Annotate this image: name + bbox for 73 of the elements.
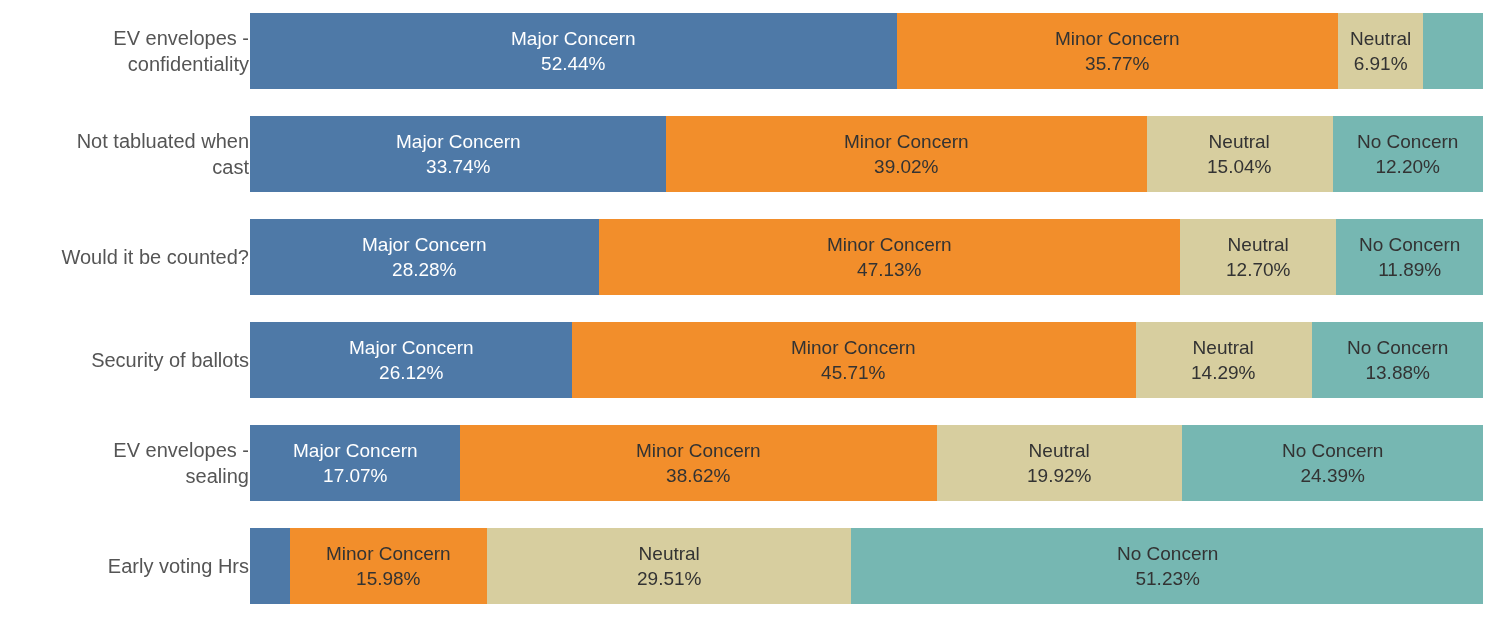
- bar: [1422, 13, 1483, 90]
- data-label: 12.70%: [1226, 258, 1291, 280]
- y-tick-label: Would it be counted?: [61, 246, 249, 269]
- bar: [487, 527, 852, 604]
- data-label: 6.91%: [1353, 52, 1408, 74]
- y-tick-label: Not tabluated when cast: [76, 130, 250, 179]
- bar: [290, 527, 488, 604]
- bar: [1311, 321, 1483, 398]
- data-label: 24.39%: [1300, 464, 1366, 486]
- data-label: 29.51%: [637, 567, 702, 589]
- data-label: 51.23%: [1135, 567, 1201, 589]
- bar: [460, 424, 937, 501]
- data-label: 19.92%: [1027, 464, 1092, 486]
- bar: [250, 219, 599, 296]
- bar: [572, 321, 1136, 398]
- text: Minor Concern: [326, 543, 451, 564]
- bar: [1179, 219, 1337, 296]
- data-label: 12.20%: [1375, 155, 1441, 177]
- bar: [896, 13, 1338, 90]
- text: Minor Concern: [844, 131, 969, 152]
- data-label: 13.88%: [1365, 361, 1431, 383]
- y-tick-label: EV envelopes - confidentiality: [113, 27, 249, 76]
- bar: [851, 527, 1483, 604]
- data-label: 39.02%: [874, 155, 939, 177]
- data-label: 47.13%: [857, 258, 922, 280]
- data-label: 33.74%: [426, 155, 491, 177]
- bar: [250, 424, 461, 501]
- bar: [250, 527, 291, 604]
- series-label: No Concern: [1357, 131, 1459, 152]
- data-label: 38.62%: [666, 464, 731, 486]
- bar: [1182, 424, 1483, 501]
- y-tick-label: Security of ballots: [91, 348, 249, 371]
- bar: [1332, 116, 1483, 193]
- text: Major Concern: [362, 234, 487, 255]
- text: Major Concern: [349, 337, 474, 358]
- y-tick-label: Early voting Hrs: [107, 554, 249, 577]
- text: Neutral: [1227, 234, 1289, 255]
- bar: [936, 424, 1183, 501]
- text: Minor Concern: [827, 234, 952, 255]
- series-label: Major Concern: [511, 28, 636, 49]
- text: Neutral: [1208, 131, 1270, 152]
- bar: [666, 116, 1148, 193]
- text: Neutral: [1192, 337, 1254, 358]
- data-label: 26.12%: [379, 361, 444, 383]
- bar: [250, 116, 667, 193]
- text: No Concern: [1282, 440, 1384, 461]
- bar: [598, 219, 1180, 296]
- text: Minor Concern: [791, 337, 916, 358]
- bar: [250, 13, 897, 90]
- text: Neutral: [1028, 440, 1090, 461]
- data-label: 28.28%: [392, 258, 457, 280]
- bar: [250, 321, 573, 398]
- text: No Concern: [1117, 543, 1219, 564]
- series-label: Neutral: [1350, 28, 1412, 49]
- data-label: 17.07%: [323, 464, 388, 486]
- text: Neutral: [638, 543, 700, 564]
- bar: [1135, 321, 1312, 398]
- data-label: 15.98%: [356, 567, 421, 589]
- text: Major Concern: [293, 440, 418, 461]
- data-label: 15.04%: [1207, 155, 1272, 177]
- data-label: 14.29%: [1191, 361, 1256, 383]
- text: No Concern: [1359, 234, 1461, 255]
- series-label: Minor Concern: [1055, 28, 1180, 49]
- data-label: 35.77%: [1085, 52, 1150, 74]
- text: Minor Concern: [636, 440, 761, 461]
- text: Major Concern: [396, 131, 521, 152]
- data-label: 45.71%: [821, 361, 886, 383]
- text: No Concern: [1347, 337, 1449, 358]
- bar: [1336, 219, 1483, 296]
- y-tick-label: EV envelopes - sealing: [113, 438, 249, 487]
- data-label: 11.89%: [1378, 258, 1442, 280]
- data-label: 52.44%: [541, 52, 606, 74]
- bar: [1147, 116, 1333, 193]
